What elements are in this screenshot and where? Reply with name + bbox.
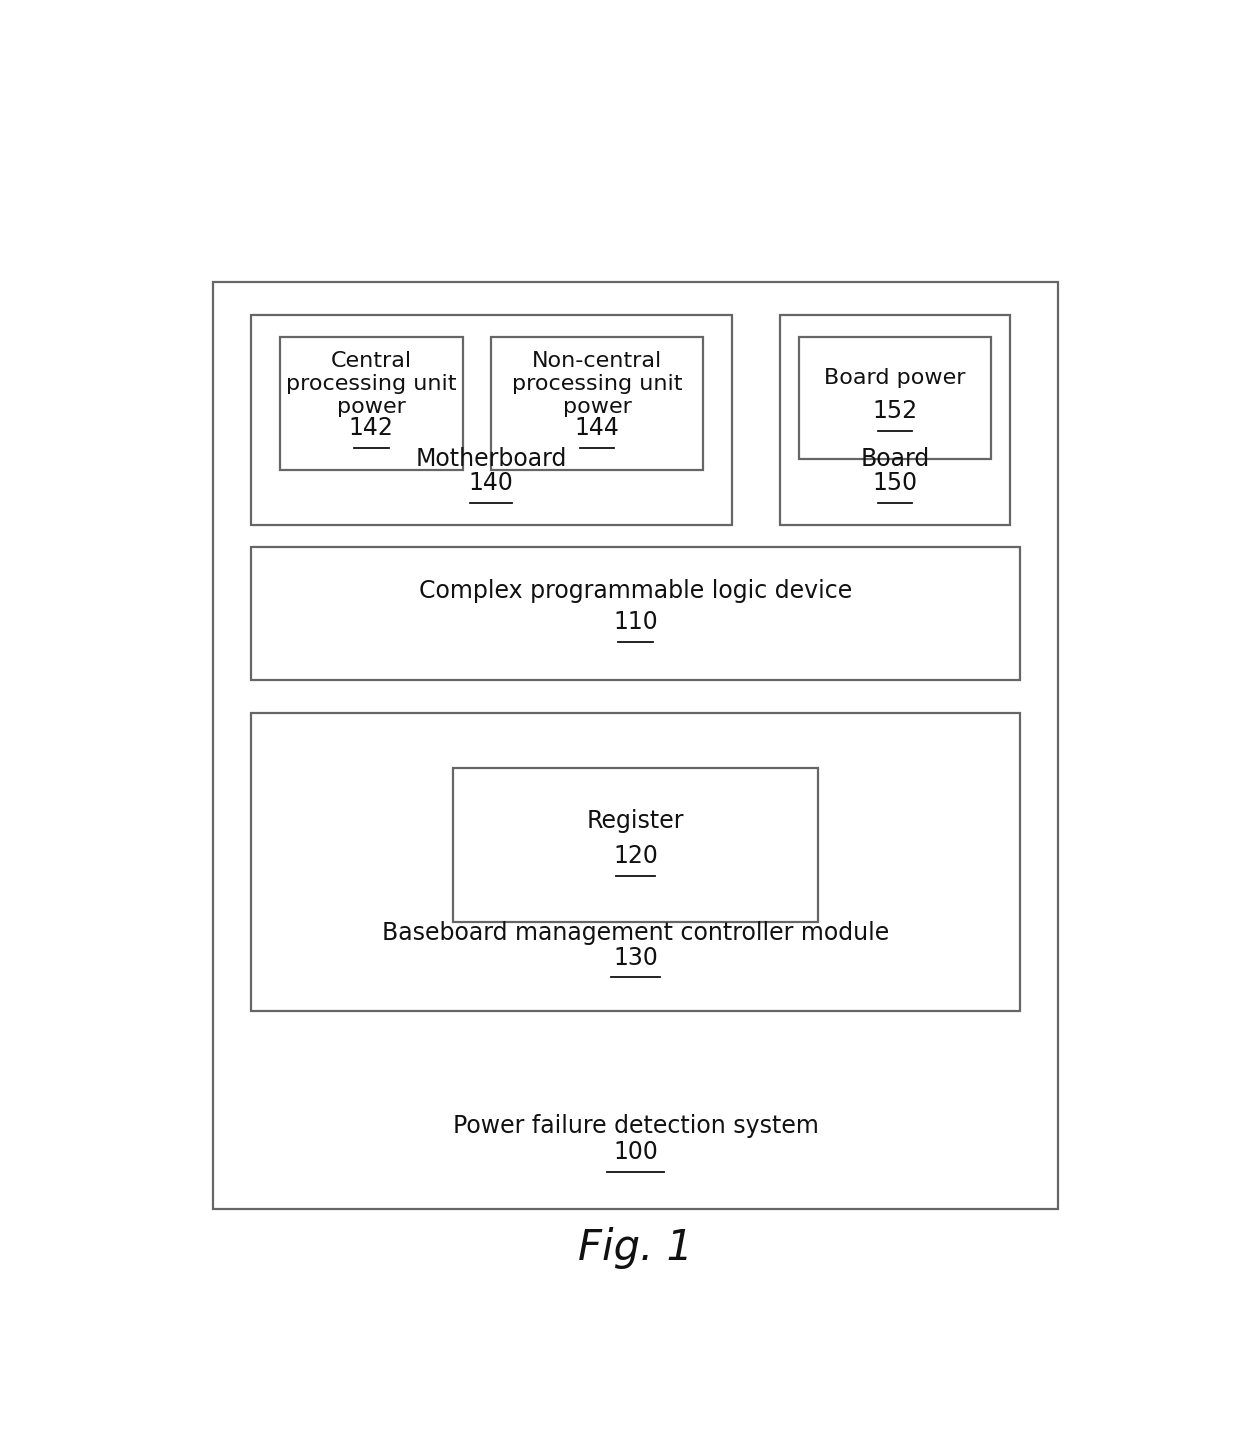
Bar — [280, 337, 463, 470]
Text: Fig. 1: Fig. 1 — [578, 1227, 693, 1268]
Text: Complex programmable logic device: Complex programmable logic device — [419, 579, 852, 603]
Bar — [250, 547, 1021, 679]
Text: Baseboard management controller module: Baseboard management controller module — [382, 921, 889, 946]
Text: 140: 140 — [469, 471, 513, 496]
Bar — [491, 337, 703, 470]
Text: Motherboard: Motherboard — [415, 447, 567, 471]
Text: 150: 150 — [873, 471, 918, 496]
Text: 130: 130 — [613, 946, 658, 970]
Bar — [780, 315, 1011, 524]
Text: 100: 100 — [613, 1139, 658, 1164]
Text: Power failure detection system: Power failure detection system — [453, 1115, 818, 1138]
Text: Central
processing unit
power: Central processing unit power — [286, 351, 456, 417]
Text: Non-central
processing unit
power: Non-central processing unit power — [512, 351, 682, 417]
Bar — [453, 768, 818, 923]
Text: Board power: Board power — [825, 368, 966, 388]
Text: 110: 110 — [613, 610, 658, 635]
Text: 120: 120 — [613, 844, 658, 868]
Text: Register: Register — [587, 808, 684, 833]
Text: 144: 144 — [574, 416, 620, 440]
Bar — [250, 315, 732, 524]
Text: 152: 152 — [873, 400, 918, 423]
Bar — [213, 282, 1058, 1209]
Text: 142: 142 — [348, 416, 393, 440]
Bar — [799, 337, 991, 459]
Text: Board: Board — [861, 447, 930, 471]
Bar — [250, 712, 1021, 1010]
